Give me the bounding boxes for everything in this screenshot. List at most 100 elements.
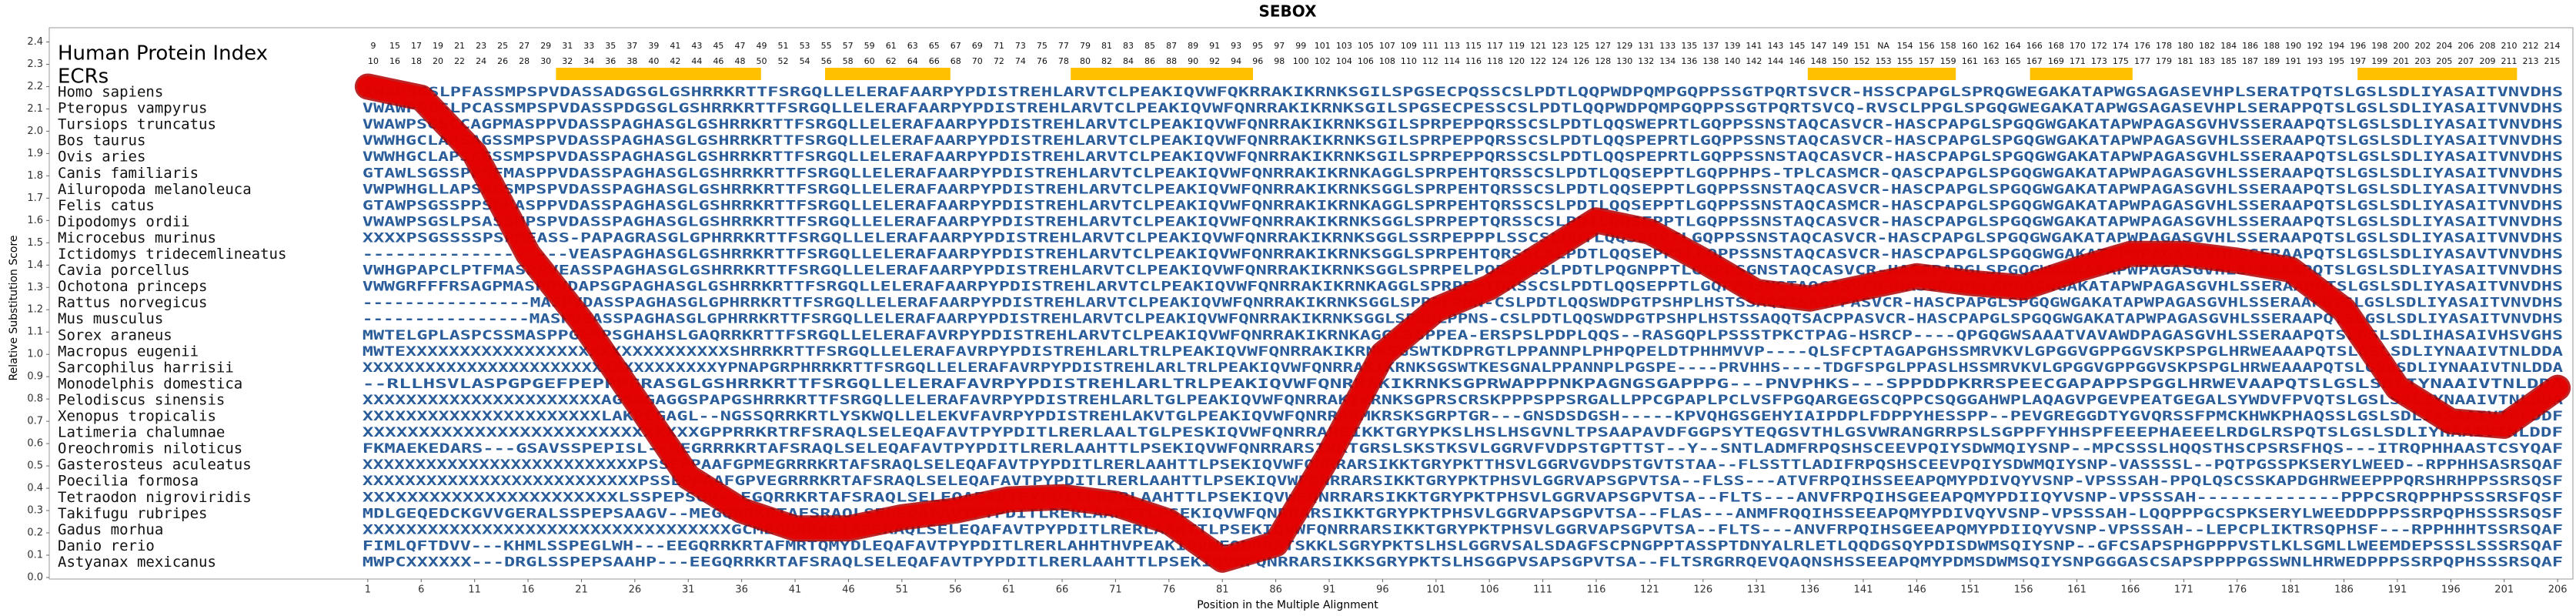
index-number: 44 — [691, 56, 702, 66]
index-number: 125 — [1573, 41, 1589, 51]
x-tick-label: 11 — [468, 584, 481, 596]
index-number: 128 — [1595, 56, 1611, 66]
species-name: Astyanax mexicanus — [58, 554, 216, 571]
index-number: 156 — [1919, 41, 1935, 51]
index-number: 202 — [2414, 41, 2431, 51]
index-number: 110 — [1401, 56, 1417, 66]
index-number: 36 — [605, 56, 616, 66]
ecr-bar — [2030, 68, 2133, 80]
sequence: XXXXXXXXXXXXXXXXXXXXXXXXXXXXXXGPPRRKRTRF… — [363, 425, 2563, 440]
sequence: MWTEXXXXXXXXXXXXXXXXXXXXXXXXXXXXXXSHRRKR… — [363, 344, 2563, 360]
species-name: Felis catus — [58, 197, 155, 214]
sequence: ----------------MASPVEASSPAGHASGLGPHRRKR… — [363, 312, 2563, 327]
index-number: 168 — [2048, 41, 2064, 51]
x-axis-title: Position in the Multiple Alignment — [1197, 599, 1378, 611]
index-number: 83 — [1123, 41, 1134, 51]
sequence: XXXXXXXXXXXXXXXXXXXXXXAGSRGAGGSPAPGSHRRK… — [363, 393, 2563, 408]
index-number: 101 — [1315, 41, 1331, 51]
ecr-bar — [556, 68, 761, 80]
index-number: 166 — [2026, 41, 2043, 51]
index-number: 192 — [2307, 41, 2323, 51]
index-number: 59 — [864, 41, 875, 51]
index-number: 26 — [497, 56, 508, 66]
index-number: 48 — [734, 56, 745, 66]
x-tick-label: 1 — [365, 584, 371, 596]
index-number: 209 — [2479, 56, 2495, 66]
index-number: 130 — [1616, 56, 1632, 66]
index-number: 112 — [1422, 56, 1438, 66]
index-number: 43 — [691, 41, 702, 51]
x-tick-label: 181 — [2281, 584, 2300, 596]
index-number: 113 — [1444, 41, 1460, 51]
y-tick-label: 2.4 — [27, 36, 43, 48]
species-name: Mus musculus — [58, 310, 163, 327]
index-number: 41 — [670, 41, 680, 51]
index-number: 138 — [1702, 56, 1719, 66]
x-tick-label: 186 — [2334, 584, 2354, 596]
index-number: 53 — [800, 41, 810, 51]
x-tick-label: 106 — [1480, 584, 1499, 596]
index-number: 109 — [1401, 41, 1417, 51]
sequence: VWPWHGLLAPSASSMPSPVDASSPAGHASGLGSHRRKRTT… — [363, 182, 2563, 197]
y-tick-label: 2.2 — [27, 81, 43, 92]
index-number: 146 — [1789, 56, 1805, 66]
index-number: 100 — [1293, 56, 1309, 66]
index-number: 22 — [454, 56, 465, 66]
species-name: Pelodiscus sinensis — [58, 391, 225, 408]
index-number: 154 — [1897, 41, 1913, 51]
sequence: MWPCXXXXXX---DRGLSSPEPSAAHP---EEGQRRKRTA… — [363, 554, 2563, 570]
index-number: 58 — [843, 56, 854, 66]
x-tick-label: 201 — [2494, 584, 2514, 596]
index-number: 61 — [886, 41, 897, 51]
x-tick-label: 136 — [1800, 584, 1819, 596]
index-number: 215 — [2544, 56, 2561, 66]
species-name: Gasterosteus aculeatus — [58, 457, 252, 474]
index-number: 28 — [519, 56, 530, 66]
index-number: 108 — [1379, 56, 1395, 66]
x-tick-label: 31 — [682, 584, 695, 596]
index-number: 175 — [2113, 56, 2129, 66]
index-number: 17 — [411, 41, 422, 51]
index-number: 184 — [2220, 41, 2237, 51]
index-number: 104 — [1336, 56, 1352, 66]
x-tick-label: 56 — [949, 584, 962, 596]
species-name: Canis familiaris — [58, 165, 199, 182]
index-number: 30 — [540, 56, 551, 66]
x-tick-label: 111 — [1533, 584, 1552, 596]
index-number: 206 — [2457, 41, 2474, 51]
sequence: FIMLQFTDVV---KHMLSSPEGLWH---EEGQRRKRTAFM… — [363, 538, 2563, 554]
index-number: 87 — [1166, 41, 1177, 51]
y-tick-label: 1.0 — [27, 349, 43, 360]
x-tick-label: 166 — [2121, 584, 2140, 596]
index-number: 179 — [2156, 56, 2172, 66]
index-number: 161 — [1962, 56, 1978, 66]
index-number: 164 — [2005, 41, 2021, 51]
index-number: 31 — [562, 41, 573, 51]
index-number: 33 — [583, 41, 594, 51]
species-name: Pteropus vampyrus — [58, 100, 207, 117]
species-name: Tetraodon nigroviridis — [58, 489, 252, 506]
index-number: 67 — [951, 41, 961, 51]
index-number: 213 — [2523, 56, 2539, 66]
species-name: Xenopus tropicalis — [58, 408, 216, 425]
index-number: 57 — [843, 41, 854, 51]
y-tick-label: 1.1 — [27, 326, 43, 338]
sequence: XXXXXXXXXXXXXXXXXXXXXXXXXXPSSEPPAAFGPMEG… — [363, 457, 2563, 473]
x-tick-label: 21 — [575, 584, 588, 596]
index-number: 84 — [1123, 56, 1134, 66]
index-number: 76 — [1037, 56, 1047, 66]
index-number: 134 — [1659, 56, 1676, 66]
index-number: 68 — [951, 56, 961, 66]
index-number: 191 — [2285, 56, 2301, 66]
x-tick-label: 61 — [1002, 584, 1015, 596]
index-number: 136 — [1681, 56, 1697, 66]
index-number: 70 — [972, 56, 983, 66]
index-number: 115 — [1465, 41, 1482, 51]
ecr-label: ECRs — [58, 65, 109, 89]
index-number: 124 — [1552, 56, 1568, 66]
ecr-bar — [2357, 68, 2518, 80]
species-name: Poecilia formosa — [58, 473, 199, 490]
x-tick-label: 86 — [1269, 584, 1282, 596]
index-number: 105 — [1358, 41, 1374, 51]
index-number: 120 — [1509, 56, 1525, 66]
